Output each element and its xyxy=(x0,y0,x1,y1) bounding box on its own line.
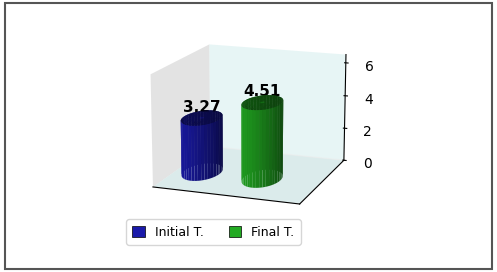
Legend: Initial T., Final T.: Initial T., Final T. xyxy=(126,219,301,245)
FancyBboxPatch shape xyxy=(5,3,492,269)
